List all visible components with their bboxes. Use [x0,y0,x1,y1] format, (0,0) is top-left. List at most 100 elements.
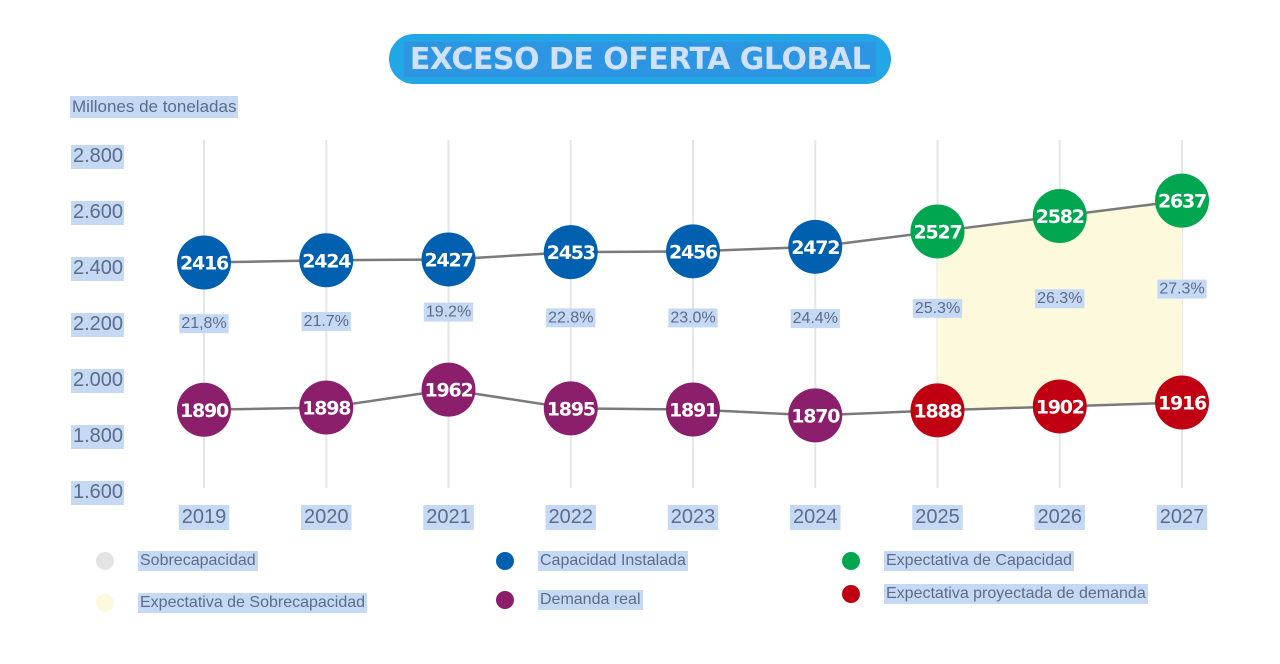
demand-forecast-point-label: 1902 [1036,396,1084,418]
y-tick-label: 2.600 [73,201,123,223]
label-highlight [1034,505,1085,530]
legend-swatch [842,585,860,603]
overcapacity-pct-label: 24.4% [793,310,838,327]
y-tick-label: 2.400 [73,257,123,279]
label-highlight [545,505,596,530]
legend-item-capacidad-instalada: Capacidad Instalada [496,551,688,571]
label-highlight [1157,279,1207,299]
x-tick-label: 2022 [549,506,594,528]
label-highlight [301,311,351,331]
capacity-forecast-point-label: 2527 [913,221,961,243]
demand-point [421,362,476,417]
overcapacity-pct-label: 25.3% [915,300,960,317]
demand-point [177,382,231,437]
label-highlight [71,257,125,281]
capacity-point-label: 2416 [180,253,229,275]
demand-point [299,380,354,435]
demand-point-label: 1962 [424,380,472,402]
overcapacity-pct-label: 19.2% [426,304,471,321]
x-tick-label: 2021 [426,506,471,528]
label-highlight [668,308,718,328]
legend-label: Sobrecapacidad [138,551,258,571]
demand-forecast-point-label: 1888 [913,400,962,422]
capacity-point [177,235,231,290]
capacity-point [543,225,598,280]
legend-item-expectativa-demanda: Expectativa proyectada de demanda [842,584,1148,604]
y-tick-label: 1.800 [73,425,123,447]
capacity-point [666,224,720,279]
demand-point [543,381,598,436]
capacity-point-label: 2427 [424,249,472,271]
demand-forecast-point [1155,375,1209,430]
chart-title: EXCESO DE OFERTA GLOBAL [403,41,877,77]
y-tick-label: 2.000 [73,369,123,391]
label-highlight [178,505,230,530]
overcapacity-pct-label: 21.7% [304,313,349,330]
y-tick-label: 1.600 [73,481,123,503]
x-tick-label: 2019 [182,506,227,528]
capacity-point-label: 2424 [302,250,351,272]
legend-item-demanda-real: Demanda real [496,590,643,610]
demand-forecast-point-label: 1916 [1158,393,1207,415]
legend-swatch [96,552,114,570]
legend-item-sobrecapacidad: Sobrecapacidad [96,551,258,571]
x-tick-label: 2020 [304,506,349,528]
label-highlight [912,505,963,530]
title-banner: EXCESO DE OFERTA GLOBAL [389,34,891,84]
x-tick-label: 2027 [1160,506,1205,528]
label-highlight [71,481,125,505]
capacity-forecast-point [910,204,965,259]
label-highlight [301,505,352,530]
label-highlight [423,505,474,530]
label-highlight [179,314,229,334]
overcapacity-pct-label: 27.3% [1159,281,1204,298]
overcapacity-pct-label: 26.3% [1037,290,1082,307]
label-highlight [71,425,125,449]
x-tick-label: 2023 [671,506,716,528]
demand-point [666,382,720,437]
label-highlight [912,298,963,318]
capacity-point [421,232,476,287]
y-tick-label: 2.800 [73,145,123,167]
capacity-point [788,219,843,274]
x-tick-label: 2026 [1038,506,1083,528]
capacity-point-label: 2456 [669,241,718,263]
overcapacity-pct-label: 21,8% [181,315,226,332]
label-highlight [71,313,125,337]
x-tick-label: 2025 [915,506,960,528]
y-axis-label: Millones de toneladas [70,96,239,118]
label-highlight [790,505,841,530]
label-highlight [71,369,125,393]
legend-item-expectativa-sobrecapacidad: Expectativa de Sobrecapacidad [96,593,368,613]
legend-swatch [96,594,114,612]
capacity-point-label: 2453 [547,242,595,264]
capacity-forecast-point-label: 2582 [1036,206,1084,228]
label-highlight [71,145,125,169]
capacity-forecast-point [1032,189,1087,244]
x-tick-label: 2024 [793,506,838,528]
legend-label: Demanda real [538,590,643,610]
label-highlight [546,308,596,328]
legend-label: Expectativa de Sobrecapacidad [138,593,368,613]
label-highlight [1035,289,1085,309]
capacity-point-label: 2472 [791,237,839,259]
demand-point-label: 1870 [791,405,840,427]
capacity-point [299,233,354,288]
legend-swatch [842,552,860,570]
demand-point-label: 1891 [669,400,717,422]
demand-point-label: 1895 [547,398,595,420]
demand-point [788,388,843,443]
demand-forecast-point [910,383,965,438]
demand-forecast-point [1032,379,1087,434]
capacity-forecast-point [1155,173,1209,228]
label-highlight [71,201,125,225]
legend-label: Capacidad Instalada [538,551,688,571]
label-highlight [667,505,719,530]
demand-point-label: 1890 [180,400,229,422]
overcapacity-pct-label: 22.8% [548,309,593,326]
capacity-forecast-point-label: 2637 [1158,191,1206,213]
legend-label: Expectativa de Capacidad [884,551,1074,571]
demand-point-label: 1898 [302,398,351,420]
legend-swatch [496,552,514,570]
